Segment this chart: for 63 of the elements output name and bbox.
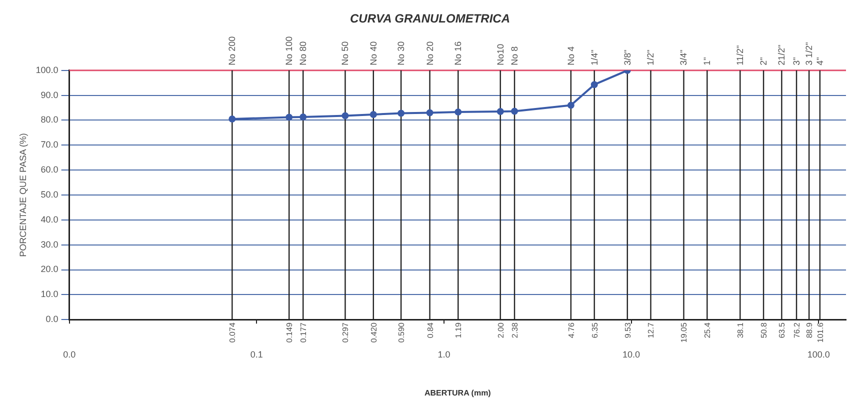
- annotation: No10: [495, 44, 506, 66]
- x-tick-label: 10.0: [622, 349, 640, 360]
- annotation: 0.074: [228, 322, 238, 343]
- annotation: 3": [792, 57, 802, 66]
- annotation: No 50: [340, 41, 350, 66]
- annotation: No 40: [368, 41, 378, 66]
- annotation: 1/4": [589, 50, 600, 66]
- y-tick-label: 30.0: [40, 239, 58, 250]
- y-tick-label: 80.0: [40, 114, 58, 125]
- y-tick-label: 70.0: [40, 140, 58, 150]
- annotation: 2.38: [510, 322, 520, 338]
- annotation: 0.177: [299, 322, 308, 343]
- annotation: 50.8: [760, 322, 769, 338]
- annotation: 3 1/2": [804, 42, 814, 66]
- annotation: 0.84: [426, 322, 435, 338]
- annotation: 101.6: [816, 322, 825, 343]
- x-tick-label: 0.0: [63, 349, 76, 360]
- annotation: No 80: [298, 41, 308, 66]
- annotation: 9.53: [623, 322, 632, 338]
- annotation: No 200: [227, 36, 238, 66]
- annotation: No 30: [396, 41, 406, 66]
- annotation: 2": [758, 57, 769, 66]
- annotation: No 100: [284, 36, 294, 66]
- annotation: 1": [702, 57, 712, 66]
- annotation: 63.5: [778, 322, 787, 338]
- x-tick-label: 0.1: [250, 349, 263, 360]
- annotation: 11/2": [735, 45, 746, 66]
- x-tick-label: 100.0: [807, 349, 830, 360]
- y-tick-label: 40.0: [40, 214, 58, 224]
- annotation: 12.7: [646, 322, 656, 338]
- annotation: 0.149: [285, 322, 294, 343]
- annotation: No 16: [453, 41, 464, 66]
- annotation: 3/4": [678, 50, 689, 66]
- annotation: 6.35: [590, 322, 600, 338]
- annotation: 4.76: [566, 322, 576, 338]
- annotation: 1.19: [454, 322, 464, 338]
- annotation: 25.4: [703, 322, 712, 338]
- annotation: 0.590: [397, 322, 406, 343]
- annotation: 88.9: [805, 322, 814, 338]
- y-tick-label: 0.0: [46, 314, 58, 324]
- annotation: 4": [814, 57, 825, 66]
- annotation: 38.1: [736, 322, 746, 338]
- y-tick-label: 60.0: [40, 164, 58, 175]
- annotation: 76.2: [792, 322, 802, 338]
- y-tick-label: 10.0: [40, 289, 58, 300]
- x-tick-label: 1.0: [438, 349, 450, 360]
- y-tick-label: 90.0: [40, 90, 58, 100]
- annotation: 0.420: [369, 322, 378, 343]
- x-axis-title: ABERTURA (mm): [424, 388, 492, 398]
- y-tick-label: 20.0: [40, 264, 58, 274]
- annotation: 19.05: [680, 322, 689, 343]
- annotation: 3/8": [622, 50, 632, 66]
- y-tick-label: 50.0: [40, 189, 58, 200]
- annotation: No 4: [566, 46, 576, 66]
- annotation: 2.00: [496, 322, 506, 338]
- annotation: 0.297: [341, 322, 350, 343]
- annotation: No 8: [510, 46, 520, 66]
- annotation: 1/2": [646, 50, 656, 66]
- y-tick-label: 100.0: [36, 64, 58, 75]
- chart-title: CURVA GRANULOMETRICA: [350, 12, 510, 26]
- annotation: No 20: [424, 41, 435, 66]
- annotation: 21/2": [776, 44, 787, 66]
- y-axis-title: PORCENTAJE QUE PASA (%): [18, 133, 28, 257]
